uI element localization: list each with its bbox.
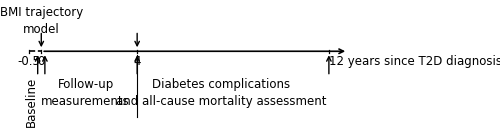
Text: -0.5: -0.5 — [18, 55, 40, 68]
Text: Baseline: Baseline — [24, 77, 38, 127]
Text: 12 years since T2D diagnosis: 12 years since T2D diagnosis — [329, 55, 500, 68]
Text: BMI trajectory
model: BMI trajectory model — [0, 6, 83, 36]
Text: Follow-up
measurements: Follow-up measurements — [41, 78, 130, 108]
Text: 4: 4 — [134, 55, 141, 68]
Text: Diabetes complications
and all-cause mortality assessment: Diabetes complications and all-cause mor… — [116, 78, 326, 108]
Text: 0: 0 — [38, 55, 45, 68]
